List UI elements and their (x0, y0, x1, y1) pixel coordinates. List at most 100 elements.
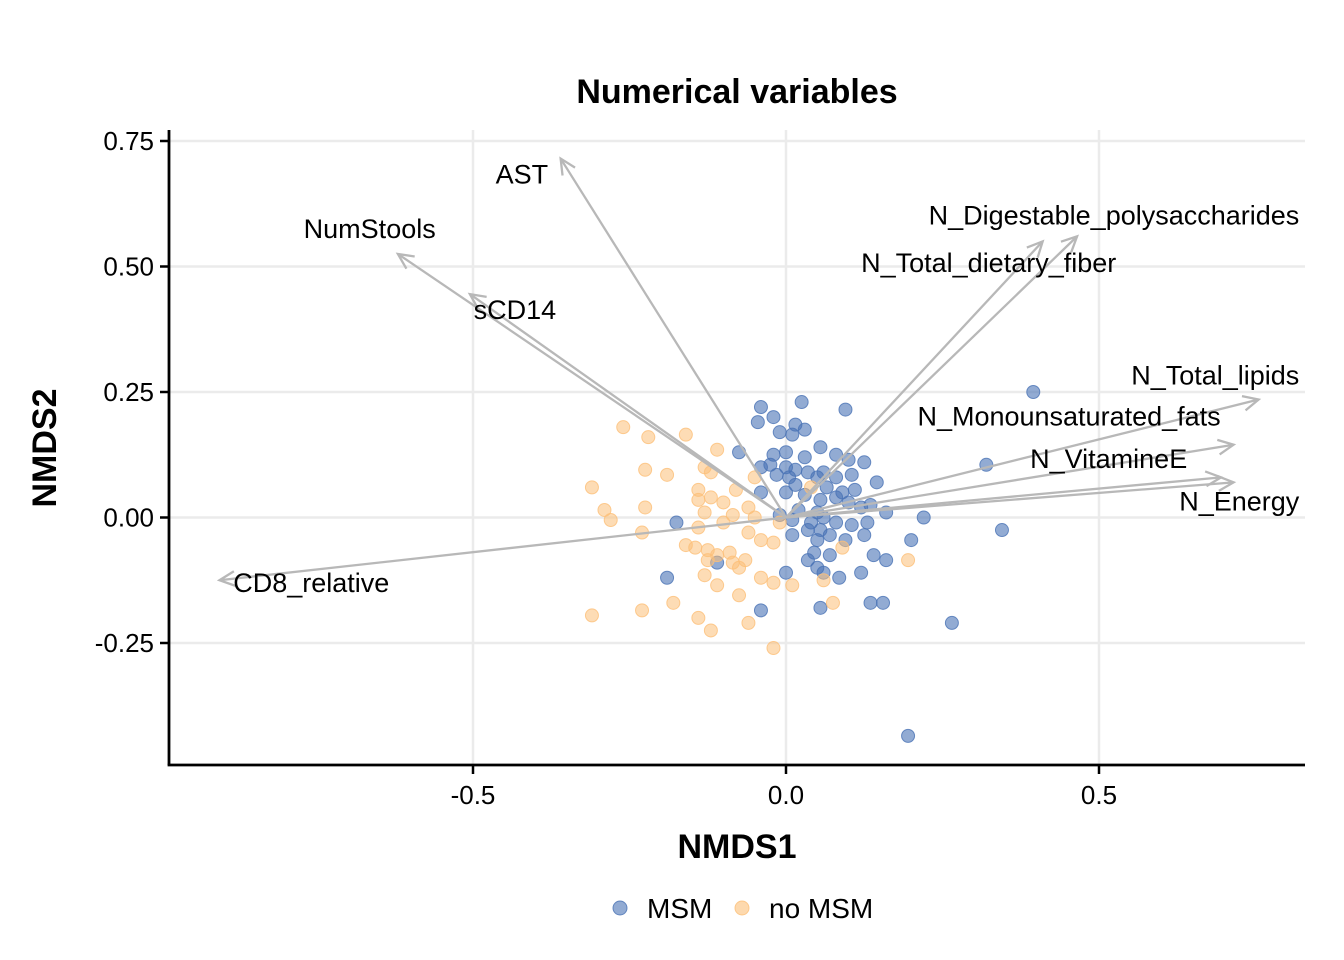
point-no-msm (641, 430, 656, 445)
legend-label-no-msm: no MSM (769, 893, 873, 924)
arrowhead-scd14 (467, 292, 487, 310)
legend-label-msm: MSM (647, 893, 712, 924)
point-msm (732, 445, 747, 460)
variable-vectors: AST NumStools sCD14 N_Digestable_polysaccha… (216, 156, 1300, 598)
point-msm (879, 553, 894, 568)
point-msm (876, 595, 891, 610)
point-msm (838, 402, 853, 417)
point-msm (944, 615, 959, 630)
point-no-msm (732, 588, 747, 603)
point-no-msm (753, 533, 768, 548)
point-no-msm (697, 505, 712, 520)
label-n-energy: N_Energy (1179, 486, 1300, 516)
x-tick-label: -0.5 (451, 780, 496, 810)
arrow-n-total-lipids (785, 398, 1259, 519)
y-tick-label: 0.00 (103, 503, 154, 533)
point-no-msm (584, 608, 599, 623)
point-no-msm (741, 500, 756, 515)
x-tick-label: 0.0 (768, 780, 804, 810)
point-no-msm (597, 502, 612, 517)
point-msm (753, 400, 768, 415)
point-no-msm (816, 573, 831, 588)
point-no-msm (766, 535, 781, 550)
point-msm (794, 395, 809, 410)
point-no-msm (716, 495, 731, 510)
y-tick-label: 0.75 (103, 126, 154, 156)
point-msm (822, 548, 837, 563)
label-scd14: sCD14 (474, 295, 557, 325)
point-msm (779, 485, 793, 500)
point-msm (785, 427, 800, 442)
label-numstools: NumStools (304, 214, 436, 244)
label-n-total-dietary-fiber: N_Total_dietary_fiber (861, 248, 1116, 278)
point-no-msm (660, 467, 675, 482)
point-msm (844, 518, 859, 533)
point-msm (866, 548, 881, 563)
y-tick-label: 0.25 (103, 377, 154, 407)
point-msm (822, 528, 837, 543)
point-no-msm (825, 595, 840, 610)
point-no-msm (710, 442, 725, 457)
point-msm (772, 425, 787, 440)
legend: MSM no MSM (612, 893, 873, 924)
point-msm (797, 422, 812, 437)
point-no-msm (732, 560, 747, 575)
point-msm (788, 477, 803, 492)
point-msm (904, 533, 919, 548)
label-n-digestable-polysaccharides: N_Digestable_polysaccharides (929, 200, 1300, 230)
point-no-msm (691, 610, 706, 625)
point-no-msm (901, 553, 916, 568)
point-no-msm (703, 490, 718, 505)
point-msm (813, 600, 828, 615)
point-msm (785, 528, 800, 543)
arrow-n-energy (785, 481, 1234, 519)
arrowhead-n-digestable-polysaccharides (1060, 234, 1079, 253)
point-no-msm (835, 540, 850, 555)
arrow-n-digestable-polysaccharides (785, 235, 1078, 519)
point-msm (860, 515, 875, 530)
arrow-n-monounsaturated-fats (785, 443, 1234, 519)
arrow-ast (559, 157, 787, 519)
x-tick-label: 0.5 (1081, 780, 1117, 810)
point-msm (813, 440, 828, 455)
point-no-msm (753, 570, 768, 585)
y-tick-label: -0.25 (95, 628, 154, 658)
point-msm (857, 455, 872, 470)
arrowhead-n-monounsaturated-fats (1216, 438, 1237, 456)
point-no-msm (678, 427, 693, 442)
x-axis-title: NMDS1 (677, 828, 796, 866)
arrow-numstools (397, 252, 787, 519)
data-points (584, 385, 1041, 743)
point-no-msm (710, 578, 725, 593)
point-no-msm (678, 538, 693, 553)
point-msm (857, 528, 872, 543)
point-msm (660, 570, 675, 585)
point-no-msm (603, 513, 618, 528)
point-msm (750, 415, 765, 430)
point-no-msm (766, 641, 781, 656)
arrow-cd8-relative (219, 516, 787, 582)
point-no-msm (697, 568, 712, 583)
legend-key-msm (612, 900, 628, 916)
y-tick-label: 0.50 (103, 252, 154, 282)
point-msm (829, 447, 844, 462)
point-msm (994, 523, 1009, 538)
point-msm (810, 533, 825, 548)
point-no-msm (785, 578, 800, 593)
point-no-msm (703, 623, 718, 638)
point-msm (854, 565, 869, 580)
chart-title: Numerical variables (576, 73, 897, 111)
axes: 0.75 0.50 0.25 0.00 -0.25 -0.5 0.0 0.5 (95, 126, 1305, 810)
label-n-vitaminee: N_VitamineE (1030, 444, 1187, 474)
legend-key-no-msm (734, 900, 750, 916)
point-msm (769, 467, 784, 482)
point-msm (819, 480, 834, 495)
point-msm (800, 553, 815, 568)
arrowhead-n-total-lipids (1241, 394, 1262, 412)
y-axis-title: NMDS2 (26, 388, 64, 507)
point-msm (829, 515, 844, 530)
point-no-msm (584, 480, 599, 495)
point-no-msm (691, 492, 706, 507)
point-no-msm (638, 500, 653, 515)
